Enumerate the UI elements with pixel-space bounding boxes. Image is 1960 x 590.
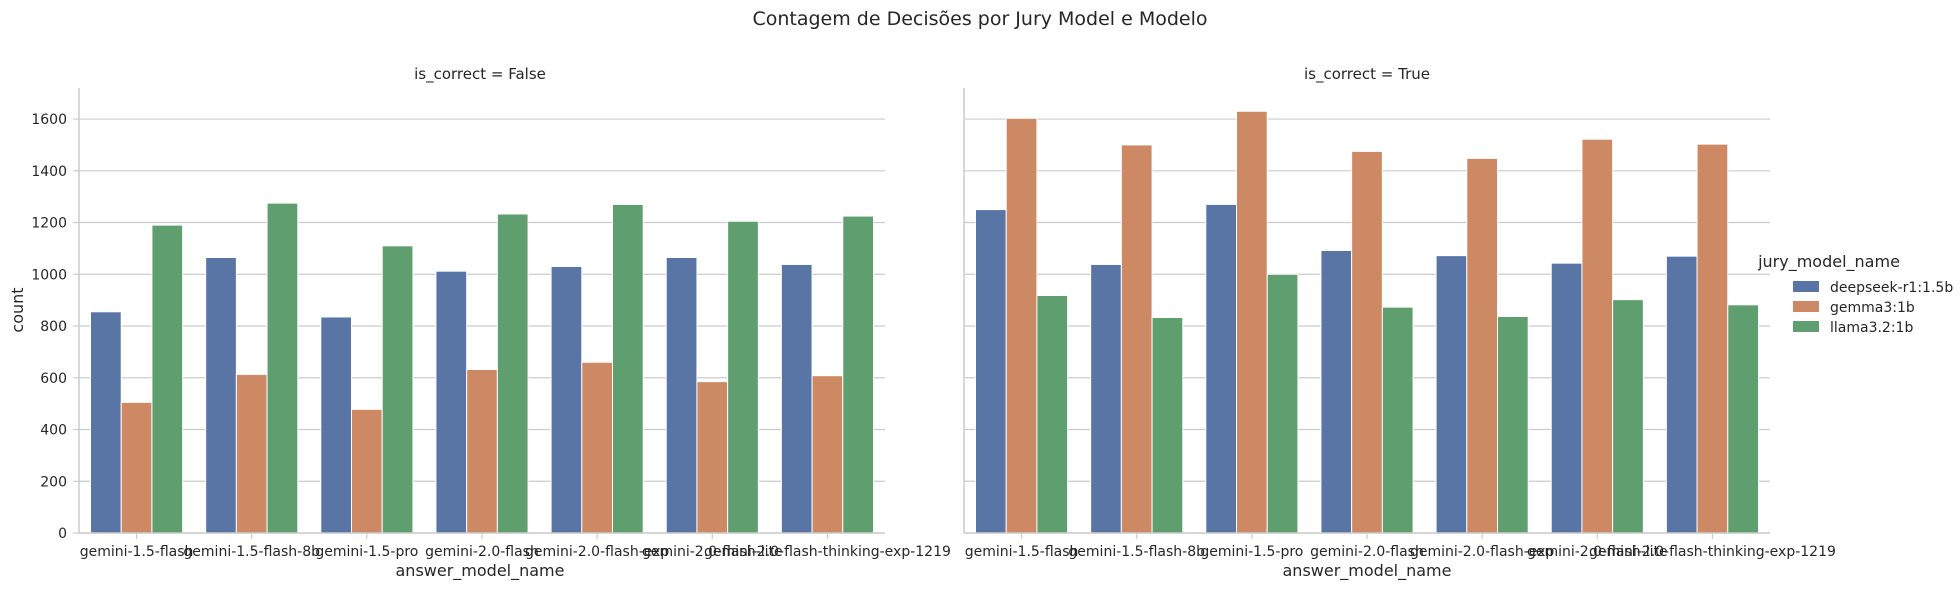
y-tick-label: 200 (40, 474, 67, 490)
y-tick-label: 0 (58, 526, 67, 542)
x-tick-label: gemini-1.5-flash-8b (1068, 544, 1205, 560)
x-tick-label: gemini-2.0-flash-thinking-exp-1219 (1589, 544, 1836, 560)
bar (665, 256, 698, 534)
legend-swatch (1793, 301, 1819, 312)
x-tick-label: gemini-1.5-pro (315, 544, 418, 560)
bar (611, 203, 644, 534)
bar (1435, 255, 1468, 534)
bar (1466, 157, 1498, 534)
panel-title: is_correct = True (1304, 65, 1430, 84)
bar (235, 373, 268, 534)
bar (1696, 143, 1729, 534)
bar (1090, 263, 1122, 534)
bar (1612, 299, 1644, 534)
x-tick-label: gemini-2.0-flash-exp (525, 544, 669, 560)
y-tick-label: 1200 (31, 216, 67, 232)
x-tick-label: gemini-2.0-flash-thinking-exp-1219 (704, 544, 951, 560)
x-tick-label: gemini-2.0-flash (1310, 544, 1424, 560)
y-tick-label: 1400 (31, 164, 67, 180)
x-tick-label: gemini-2.0-flash (425, 544, 539, 560)
bar (120, 401, 153, 534)
legend: jury_model_name deepseek-r1:1.5b gemma3:1… (1757, 252, 1953, 336)
bar (435, 270, 468, 534)
bar (1005, 117, 1038, 534)
y-tick-label: 800 (40, 319, 67, 335)
chart-title: Contagem de Decisões por Jury Model e Mo… (752, 8, 1207, 30)
x-axis-label: answer_model_name (396, 561, 565, 581)
bar (696, 381, 729, 534)
bar (1550, 262, 1583, 534)
x-tick-label: gemini-1.5-flash-8b (183, 544, 320, 560)
x-tick-label: gemini-1.5-pro (1200, 544, 1303, 560)
bar (351, 408, 383, 534)
legend-label: deepseek-r1:1.5b (1830, 280, 1953, 296)
y-tick-label: 600 (40, 371, 67, 387)
bar (1236, 110, 1268, 534)
bar (151, 224, 184, 534)
legend-title: jury_model_name (1757, 252, 1900, 272)
x-tick-label: gemini-1.5-flash (80, 544, 194, 560)
bar (381, 245, 414, 534)
y-tick-label: 1600 (31, 112, 67, 128)
bar (1036, 294, 1069, 534)
y-axis-label: count (8, 287, 27, 332)
x-tick-label: gemini-2.0-flash-exp (1410, 544, 1554, 560)
bar (205, 256, 237, 534)
bar (496, 213, 529, 534)
bar (1665, 255, 1698, 534)
bar (1381, 306, 1414, 534)
x-axis-label: answer_model_name (1283, 561, 1452, 581)
bar (466, 368, 498, 534)
bar (842, 215, 874, 534)
legend-swatch (1793, 281, 1819, 292)
y-tick-label: 400 (40, 423, 67, 439)
bar (780, 263, 813, 534)
bar (1205, 203, 1238, 534)
x-tick-label: gemini-2.0-flash-lite (642, 544, 783, 560)
x-tick-label: gemini-2.0-flash-lite (1527, 544, 1668, 560)
bar (727, 220, 759, 534)
legend-swatch (1793, 321, 1819, 332)
bar (1727, 304, 1759, 534)
panel-is-correct-false: is_correct = False answer_model_name 0 20… (31, 65, 951, 581)
bar (550, 266, 583, 534)
bar (1266, 273, 1299, 534)
bar (975, 209, 1007, 534)
bar (811, 375, 844, 534)
legend-label: llama3.2:1b (1830, 320, 1913, 336)
y-tick-label: 1000 (31, 267, 67, 283)
bar (320, 316, 353, 534)
panel-title: is_correct = False (414, 65, 546, 84)
panel-is-correct-true: is_correct = True answer_model_name gemi… (963, 65, 1836, 581)
bar (1496, 315, 1529, 534)
bar (1151, 316, 1184, 534)
bar (266, 202, 299, 534)
legend-label: gemma3:1b (1830, 300, 1915, 316)
bar (1320, 249, 1353, 534)
bar (581, 361, 613, 534)
bar (1351, 150, 1383, 534)
bar (1581, 138, 1614, 534)
bar (90, 311, 122, 534)
bar (1120, 144, 1153, 534)
x-tick-label: gemini-1.5-flash (965, 544, 1079, 560)
